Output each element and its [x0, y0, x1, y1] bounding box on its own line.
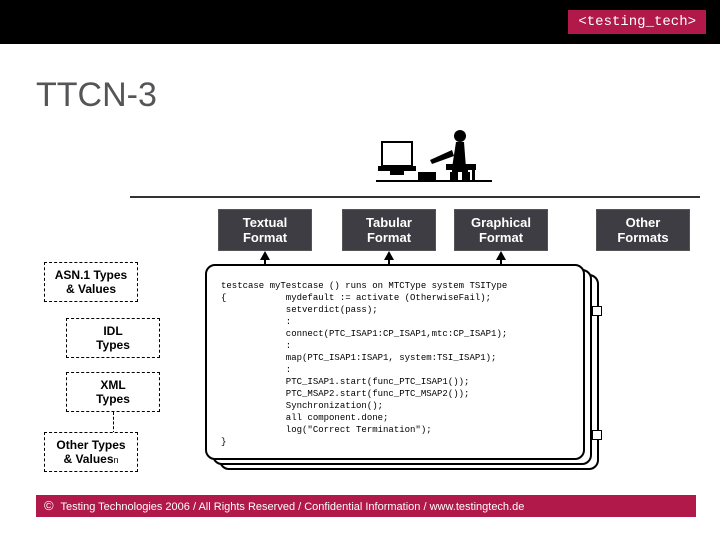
footer-bar: © Testing Technologies 2006 / All Rights…: [36, 495, 696, 517]
person-computer-illustration: [374, 128, 494, 188]
type-label-line2: Types: [96, 392, 130, 406]
type-label-line2: & Values: [66, 282, 116, 296]
format-label-line2: Format: [243, 230, 287, 245]
dashed-connector: [113, 412, 114, 434]
format-box-graphical: Graphical Format: [454, 209, 548, 251]
format-label-line2: Format: [367, 230, 411, 245]
connector-square: [592, 306, 602, 316]
type-label-line2: Types: [96, 338, 130, 352]
type-label-line2: & Values: [63, 452, 113, 466]
type-box-asn1: ASN.1 Types & Values: [44, 262, 138, 302]
footer-text: Testing Technologies 2006 / All Rights R…: [60, 501, 524, 513]
type-label-line1: ASN.1 Types: [55, 268, 127, 282]
code-card: testcase myTestcase () runs on MTCType s…: [205, 264, 585, 460]
copyright-symbol: ©: [44, 498, 54, 513]
type-label-line1: XML: [100, 378, 125, 392]
type-box-idl: IDL Types: [66, 318, 160, 358]
type-label-line1: IDL: [103, 324, 122, 338]
arrow-up-icon: [260, 251, 270, 260]
type-label-line1: Other Types: [56, 438, 125, 452]
format-label-line2: Formats: [617, 230, 668, 245]
brand-logo: <testing_tech>: [568, 10, 706, 34]
format-box-textual: Textual Format: [218, 209, 312, 251]
connector-square: [592, 430, 602, 440]
code-content: testcase myTestcase () runs on MTCType s…: [221, 280, 575, 448]
top-divider: [130, 196, 700, 198]
format-label-line2: Format: [479, 230, 523, 245]
type-box-xml: XML Types: [66, 372, 160, 412]
format-label-line1: Tabular: [366, 215, 412, 230]
format-label-line1: Other: [626, 215, 661, 230]
type-box-other: Other Types & Valuesn: [44, 432, 138, 472]
type-label-sub: n: [114, 455, 119, 465]
arrow-up-icon: [496, 251, 506, 260]
format-box-other: Other Formats: [596, 209, 690, 251]
page-title: TTCN-3: [36, 76, 157, 115]
format-label-line1: Graphical: [471, 215, 531, 230]
arrow-up-icon: [384, 251, 394, 260]
format-box-tabular: Tabular Format: [342, 209, 436, 251]
format-label-line1: Textual: [243, 215, 288, 230]
